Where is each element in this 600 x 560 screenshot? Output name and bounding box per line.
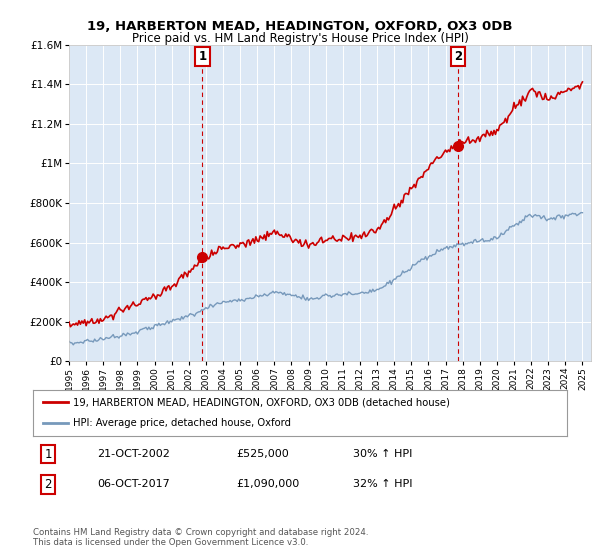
Text: 06-OCT-2017: 06-OCT-2017 xyxy=(97,479,170,489)
Text: HPI: Average price, detached house, Oxford: HPI: Average price, detached house, Oxfo… xyxy=(73,418,291,428)
Text: 2: 2 xyxy=(454,50,463,63)
Text: 32% ↑ HPI: 32% ↑ HPI xyxy=(353,479,413,489)
Text: Contains HM Land Registry data © Crown copyright and database right 2024.
This d: Contains HM Land Registry data © Crown c… xyxy=(33,528,368,547)
Text: 1: 1 xyxy=(44,447,52,460)
Text: 30% ↑ HPI: 30% ↑ HPI xyxy=(353,449,413,459)
Text: Price paid vs. HM Land Registry's House Price Index (HPI): Price paid vs. HM Land Registry's House … xyxy=(131,32,469,45)
Text: 21-OCT-2002: 21-OCT-2002 xyxy=(97,449,170,459)
Text: 19, HARBERTON MEAD, HEADINGTON, OXFORD, OX3 0DB (detached house): 19, HARBERTON MEAD, HEADINGTON, OXFORD, … xyxy=(73,397,450,407)
Text: £1,090,000: £1,090,000 xyxy=(236,479,299,489)
Text: 19, HARBERTON MEAD, HEADINGTON, OXFORD, OX3 0DB: 19, HARBERTON MEAD, HEADINGTON, OXFORD, … xyxy=(87,20,513,32)
Text: £525,000: £525,000 xyxy=(236,449,289,459)
Text: 2: 2 xyxy=(44,478,52,491)
Text: 1: 1 xyxy=(199,50,206,63)
